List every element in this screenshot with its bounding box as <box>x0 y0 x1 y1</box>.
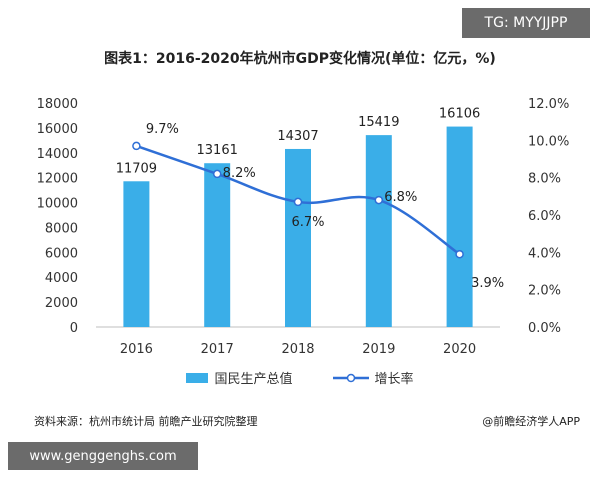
growth-point <box>374 195 384 205</box>
y-left-tick-label: 4000 <box>45 271 78 286</box>
y-left-tick-label: 8000 <box>45 221 78 236</box>
legend-item-growth: 增长率 <box>332 368 414 387</box>
y-right-tick-label: 10.0% <box>528 134 569 149</box>
growth-value-label: 9.7% <box>146 122 179 137</box>
x-tick-label: 2017 <box>201 342 234 357</box>
legend-item-gdp: 国民生产总值 <box>186 368 293 387</box>
bar-gdp <box>204 163 231 327</box>
chart-legend: 国民生产总值 增长率 <box>0 368 600 387</box>
growth-point <box>212 169 222 179</box>
bar-gdp <box>446 126 473 327</box>
bar-value-label: 14307 <box>277 129 318 144</box>
growth-value-label: 3.9% <box>471 276 504 291</box>
bar-value-label: 11709 <box>116 161 157 176</box>
y-left-tick-label: 18000 <box>37 97 78 112</box>
y-left-tick-label: 12000 <box>37 172 78 187</box>
y-left-tick-label: 14000 <box>37 147 78 162</box>
x-tick-label: 2020 <box>443 342 476 357</box>
growth-value-label: 6.7% <box>291 215 324 230</box>
x-tick-label: 2019 <box>362 342 395 357</box>
chart-title: 图表1：2016-2020年杭州市GDP变化情况(单位：亿元，%) <box>104 51 496 67</box>
y-right-tick-label: 4.0% <box>528 246 561 261</box>
growth-point <box>293 197 303 207</box>
y-right-tick-label: 2.0% <box>528 284 561 299</box>
y-left-tick-label: 10000 <box>37 197 78 212</box>
y-right-tick-label: 8.0% <box>528 172 561 187</box>
footer-source: 资料来源：杭州市统计局 前瞻产业研究院整理 <box>34 415 258 428</box>
bar-gdp <box>123 181 150 327</box>
bar-gdp <box>365 135 392 327</box>
bar-value-label: 16106 <box>439 107 480 122</box>
y-left-tick-label: 6000 <box>45 246 78 261</box>
legend-line-swatch <box>332 373 369 382</box>
footer-brand: @前瞻经济学人APP <box>482 415 580 428</box>
growth-value-label: 6.8% <box>384 190 417 205</box>
growth-point <box>132 141 141 151</box>
y-right-tick-label: 0.0% <box>528 321 561 336</box>
growth-point <box>455 249 464 259</box>
bottom-url-badge: www.genggenghs.com <box>8 442 198 470</box>
y-left-tick-label: 0 <box>70 321 78 336</box>
bar-gdp <box>285 148 311 327</box>
y-left-tick-label: 2000 <box>45 296 78 311</box>
y-left-tick-label: 16000 <box>37 122 78 137</box>
legend-label-growth: 增长率 <box>374 372 414 387</box>
y-right-tick-label: 12.0% <box>528 97 569 112</box>
y-right-tick-label: 6.0% <box>528 209 561 224</box>
legend-label-gdp: 国民生产总值 <box>214 372 293 387</box>
legend-bar-swatch <box>186 372 209 383</box>
bar-value-label: 13161 <box>197 143 238 158</box>
growth-value-label: 8.2% <box>223 166 256 181</box>
top-watermark-badge: TG: MYYJJPP <box>462 8 590 38</box>
bar-value-label: 15419 <box>358 115 399 130</box>
x-tick-label: 2016 <box>120 342 153 357</box>
x-tick-label: 2018 <box>281 342 314 357</box>
